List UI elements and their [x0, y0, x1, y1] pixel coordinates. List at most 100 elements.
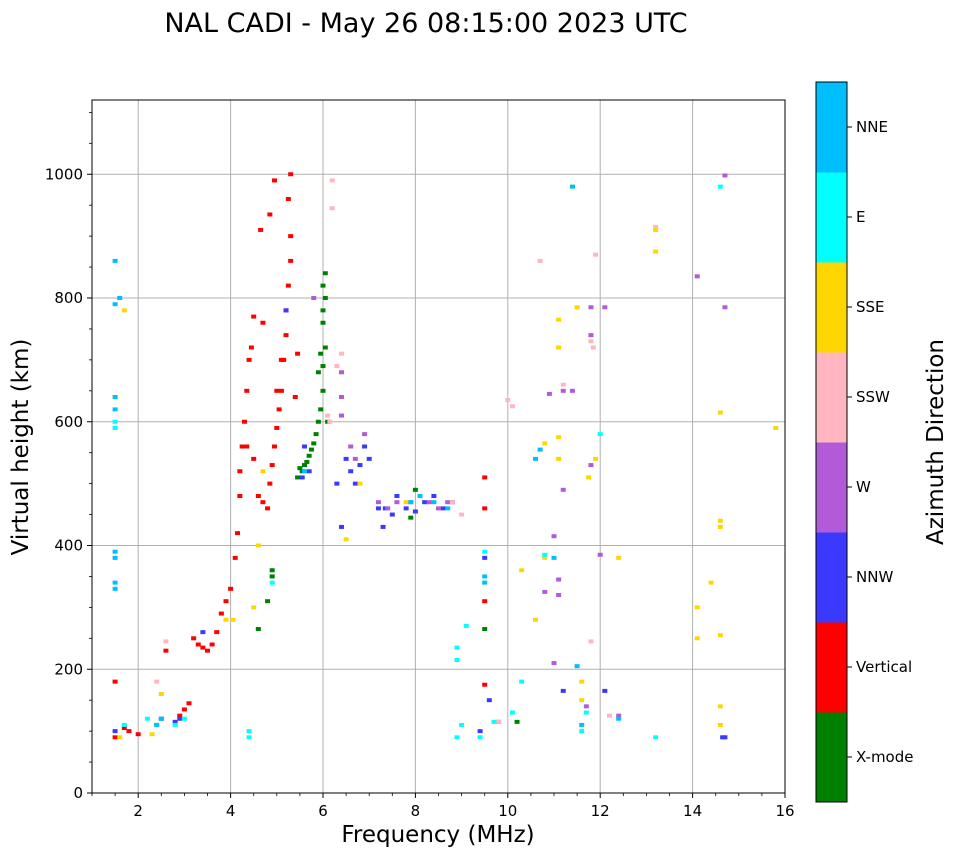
data-point: [556, 593, 562, 597]
data-point: [283, 333, 289, 338]
data-point: [121, 726, 127, 731]
data-point: [338, 351, 344, 356]
data-point: [616, 713, 622, 718]
data-point: [186, 701, 192, 706]
colorbar-tick-label: SSW: [856, 388, 890, 406]
data-point: [265, 506, 271, 511]
data-point: [223, 617, 229, 622]
data-point: [542, 589, 548, 594]
data-point: [551, 661, 557, 666]
data-point: [315, 419, 321, 424]
data-point: [556, 317, 562, 322]
data-point: [560, 487, 566, 492]
data-point: [431, 500, 437, 505]
data-point: [653, 735, 659, 740]
data-point: [482, 682, 488, 687]
data-point: [322, 271, 328, 276]
data-point: [158, 692, 164, 696]
data-point: [537, 258, 543, 263]
colorbar-swatch: [816, 622, 847, 713]
data-point: [327, 419, 333, 424]
data-point: [389, 512, 395, 517]
series-sse: [117, 227, 779, 740]
data-point: [588, 305, 594, 310]
chart-title: NAL CADI - May 26 08:15:00 2023 UTC: [164, 8, 687, 39]
data-point: [694, 274, 700, 279]
data-point: [306, 469, 312, 474]
data-point: [375, 506, 381, 511]
data-point: [722, 305, 728, 310]
data-point: [482, 574, 488, 579]
data-point: [463, 623, 469, 628]
data-point: [260, 469, 266, 474]
data-point: [228, 586, 234, 591]
series-x-mode: [255, 271, 520, 724]
data-point: [590, 345, 596, 350]
data-point: [271, 178, 277, 183]
data-point: [255, 494, 261, 498]
data-point: [288, 234, 294, 239]
colorbar-tick-label: Vertical: [856, 658, 912, 676]
data-point: [112, 555, 118, 560]
data-point: [200, 645, 206, 650]
data-point: [214, 630, 220, 635]
x-tick-label: 16: [775, 802, 794, 820]
data-point: [274, 425, 280, 430]
y-tick-label: 600: [54, 413, 83, 431]
series-w: [311, 173, 728, 718]
data-point: [144, 716, 150, 721]
y-tick-label: 800: [54, 289, 83, 307]
data-point: [380, 524, 386, 529]
x-tick-label: 12: [591, 802, 610, 820]
data-point: [579, 698, 585, 703]
data-point: [588, 339, 594, 344]
data-point: [408, 500, 414, 505]
data-point: [269, 568, 275, 573]
data-point: [459, 512, 465, 517]
data-point: [251, 456, 257, 461]
series-e: [112, 184, 723, 740]
colorbar-tick-label: SSE: [856, 298, 885, 316]
colorbar-swatch: [816, 532, 847, 623]
series-ssw: [154, 178, 659, 724]
data-point: [593, 252, 599, 257]
data-point: [292, 395, 298, 399]
data-point: [394, 500, 400, 505]
data-point: [121, 722, 127, 727]
data-point: [172, 719, 178, 724]
x-axis-ticks: 2 4 6 8 10 12 14 16: [91, 793, 795, 820]
data-point: [302, 469, 308, 474]
data-point: [322, 345, 328, 350]
data-point: [121, 308, 127, 313]
data-point: [338, 370, 344, 375]
colorbar-swatch: [816, 442, 847, 533]
data-point: [302, 444, 308, 449]
data-point: [163, 639, 169, 644]
data-point: [560, 388, 566, 393]
data-point: [313, 432, 319, 437]
data-point: [223, 599, 229, 604]
data-point: [602, 688, 608, 693]
data-point: [320, 308, 326, 313]
colorbar-swatch: [816, 352, 847, 443]
data-point: [542, 555, 548, 560]
colorbar-frame: [815, 81, 848, 803]
data-point: [322, 296, 328, 300]
data-point: [412, 509, 418, 514]
data-point: [329, 206, 335, 211]
data-point: [267, 212, 273, 217]
data-point: [694, 636, 700, 641]
colorbar-swatch: [816, 82, 847, 173]
data-points: [112, 172, 779, 740]
data-point: [163, 648, 169, 653]
data-point: [343, 537, 349, 542]
data-point: [551, 555, 557, 560]
data-point: [348, 469, 354, 474]
data-point: [241, 419, 247, 424]
data-point: [191, 636, 197, 641]
data-point: [426, 500, 432, 505]
series-nne: [112, 184, 622, 727]
data-point: [477, 729, 483, 734]
data-point: [496, 719, 502, 724]
data-point: [209, 642, 215, 647]
